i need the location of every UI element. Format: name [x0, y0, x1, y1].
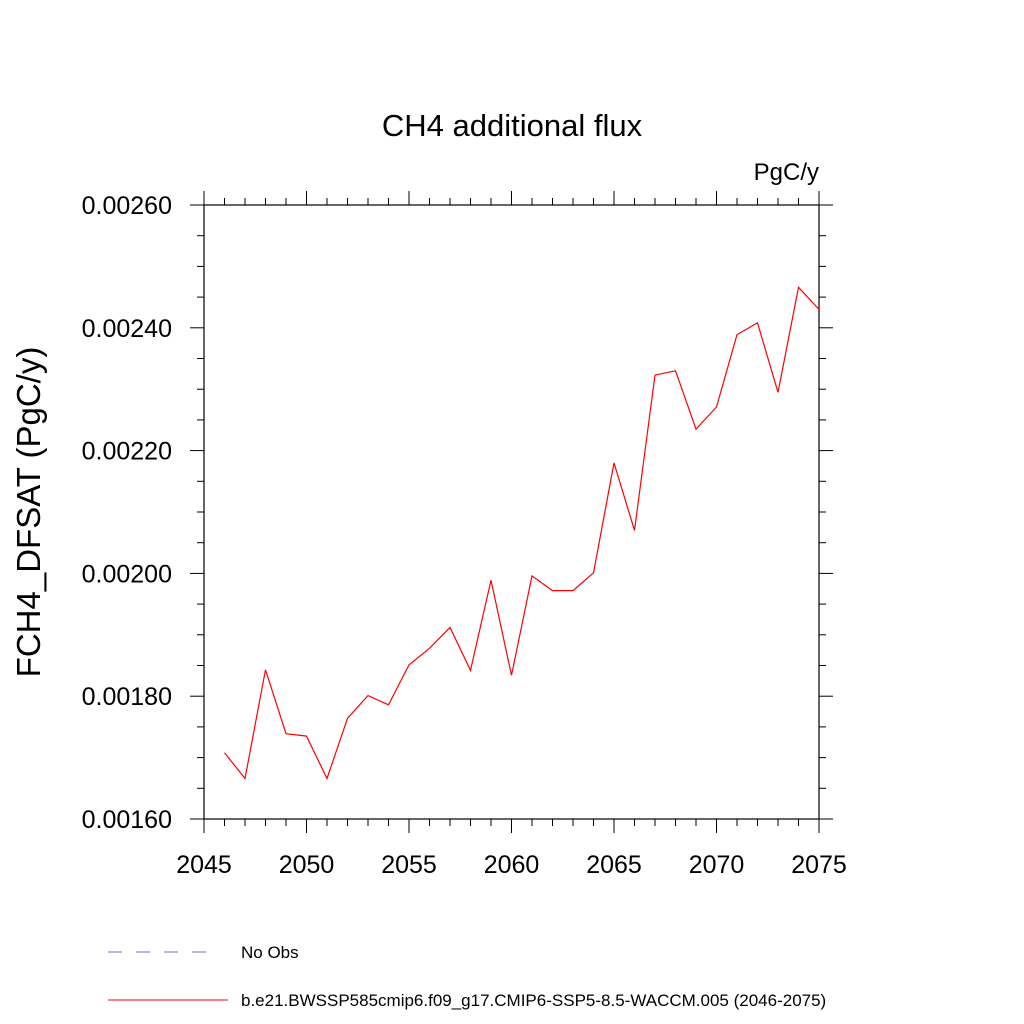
data-point	[675, 370, 677, 372]
units-label: PgC/y	[754, 159, 819, 186]
y-axis-label: FCH4_DFSAT (PgC/y)	[10, 347, 47, 678]
data-point	[798, 286, 800, 288]
legend-label-no-obs: No Obs	[241, 943, 299, 962]
data-point	[777, 391, 779, 393]
data-point	[367, 695, 369, 697]
y-tick-label: 0.00200	[82, 560, 172, 588]
y-tick-label: 0.00260	[82, 192, 172, 220]
data-point	[634, 529, 636, 531]
data-point	[224, 752, 226, 754]
plot-frame	[203, 204, 820, 820]
data-point	[306, 735, 308, 737]
x-tick-label: 2070	[689, 851, 745, 879]
data-point	[285, 733, 287, 735]
data-point	[388, 704, 390, 706]
y-tick-label: 0.00240	[82, 315, 172, 343]
y-tick-label: 0.00180	[82, 683, 172, 711]
data-point	[490, 579, 492, 581]
data-point	[716, 406, 718, 408]
x-tick-label: 2050	[279, 851, 335, 879]
data-point	[818, 308, 820, 310]
x-tick-label: 2065	[586, 851, 642, 879]
data-point	[265, 669, 267, 671]
data-point	[449, 626, 451, 628]
data-point	[244, 777, 246, 779]
chart-title: CH4 additional flux	[382, 108, 643, 143]
x-tick-label: 2075	[791, 851, 847, 879]
data-point	[695, 428, 697, 430]
data-point	[757, 322, 759, 324]
y-tick-label: 0.00220	[82, 438, 172, 466]
data-points	[224, 286, 821, 779]
data-point	[654, 374, 656, 376]
data-point	[593, 572, 595, 574]
series-line	[224, 286, 820, 781]
axis-ticks	[190, 191, 833, 833]
y-tick-label: 0.00160	[82, 806, 172, 834]
data-point	[408, 664, 410, 666]
data-point	[531, 575, 533, 577]
data-point	[326, 777, 328, 779]
x-tick-label: 2060	[484, 851, 540, 879]
data-point	[572, 590, 574, 592]
y-tick-labels: 0.00160 0.00180 0.00200 0.00220 0.00240 0.002…	[82, 192, 172, 834]
data-point	[511, 674, 513, 676]
legend: No Obs b.e21.BWSSP585cmip6.f09_g17.CMIP6…	[108, 943, 826, 1010]
data-point	[429, 647, 431, 649]
data-point	[347, 717, 349, 719]
x-tick-labels: 2045 2050 2055 2060 2065 2070 2075	[176, 851, 847, 879]
x-tick-label: 2045	[176, 851, 232, 879]
data-point	[470, 669, 472, 671]
legend-label-model: b.e21.BWSSP585cmip6.f09_g17.CMIP6-SSP5-8…	[241, 991, 826, 1010]
data-point	[552, 590, 554, 592]
x-tick-label: 2055	[381, 851, 437, 879]
data-point	[736, 334, 738, 336]
data-point	[613, 462, 615, 464]
